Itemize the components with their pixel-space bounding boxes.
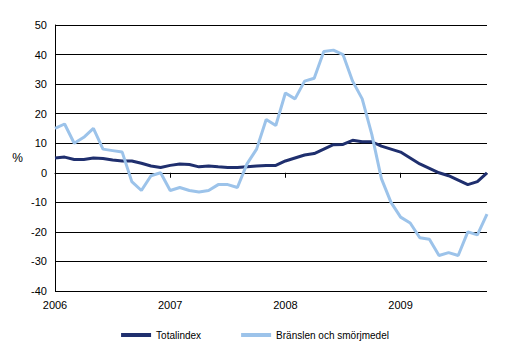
svg-text:2008: 2008 <box>273 299 297 311</box>
svg-text:%: % <box>12 151 23 165</box>
svg-text:2007: 2007 <box>158 299 182 311</box>
svg-text:Bränslen och smörjmedel: Bränslen och smörjmedel <box>276 330 389 341</box>
svg-text:40: 40 <box>35 49 47 61</box>
svg-text:-10: -10 <box>31 196 47 208</box>
svg-text:50: 50 <box>35 19 47 31</box>
svg-text:2009: 2009 <box>388 299 412 311</box>
svg-text:20: 20 <box>35 108 47 120</box>
svg-text:Totalindex: Totalindex <box>156 330 201 341</box>
svg-text:2006: 2006 <box>43 299 67 311</box>
svg-text:-20: -20 <box>31 226 47 238</box>
svg-text:-30: -30 <box>31 255 47 267</box>
svg-text:30: 30 <box>35 78 47 90</box>
svg-text:10: 10 <box>35 137 47 149</box>
svg-text:0: 0 <box>41 167 47 179</box>
svg-text:-40: -40 <box>31 285 47 297</box>
